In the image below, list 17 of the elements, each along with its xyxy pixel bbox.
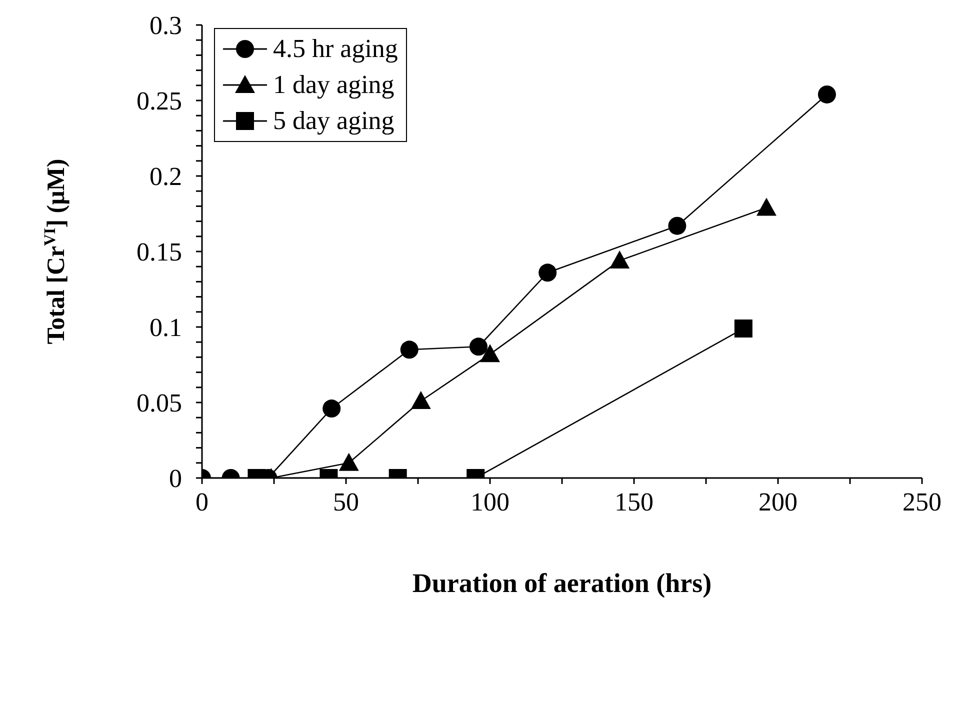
x-tick-label: 150 [614,487,654,516]
x-tick-label: 200 [758,487,798,516]
y-tick-label: 0.1 [150,313,182,342]
y-tick-label: 0.3 [150,11,182,40]
legend-label: 4.5 hr aging [273,34,398,64]
x-tick-label: 250 [902,487,942,516]
legend-label: 1 day aging [273,70,394,100]
y-tick-label: 0 [169,464,182,494]
x-axis-title: Duration of aeration (hrs) [412,568,712,598]
y-tick-label: 0.2 [150,162,182,192]
x-tick-label: 100 [470,487,510,516]
x-tick-label: 0 [196,487,208,516]
y-tick-label: 0.05 [136,388,182,418]
y-tick-label: 0.15 [136,238,182,267]
y-tick-label: 0.25 [136,86,182,116]
x-tick-label: 50 [333,487,359,516]
legend-label: 5 day aging [273,106,394,136]
